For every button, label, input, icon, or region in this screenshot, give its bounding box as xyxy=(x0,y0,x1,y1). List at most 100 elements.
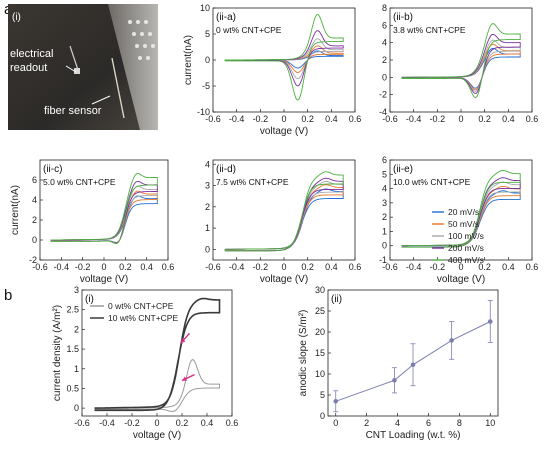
annotation-arrowhead xyxy=(182,376,187,381)
x-tick-label: -0.2 xyxy=(75,262,91,272)
x-tick-label: -0.6 xyxy=(32,262,48,272)
y-tick-label: 6 xyxy=(382,155,387,165)
y-tick-label: 8 xyxy=(382,3,387,13)
fiber-sensor-line xyxy=(111,57,125,119)
y-tick-label: 5 xyxy=(205,29,210,39)
x-tick-label: 0.6 xyxy=(349,114,362,124)
x-tick-label: 4 xyxy=(395,418,400,428)
x-tick-label: 6 xyxy=(426,418,431,428)
y-tick-label: 4 xyxy=(382,38,387,48)
y-tick-label: -10 xyxy=(197,107,210,117)
x-tick-label: 0.2 xyxy=(478,114,491,124)
y-tick-label: 2 xyxy=(382,55,387,65)
x-tick-label: -0.2 xyxy=(253,114,269,124)
panel-label: (ii) xyxy=(331,294,342,305)
y-tick-label: 1.5 xyxy=(66,344,79,354)
y-tick-label: 1 xyxy=(74,364,79,374)
x-tick-label: 0.2 xyxy=(119,262,132,272)
x-tick-label: -0.6 xyxy=(382,114,398,124)
x-tick-label: 0.4 xyxy=(325,114,338,124)
x-tick-label: -0.4 xyxy=(99,418,115,428)
y-tick-label: 3 xyxy=(205,181,210,191)
x-axis-label: voltage (V) xyxy=(260,274,308,285)
x-tick-label: -0.4 xyxy=(406,262,422,272)
x-tick-label: -0.2 xyxy=(253,262,269,272)
x-axis-label: voltage (V) xyxy=(437,274,485,285)
y-tick-label: 0 xyxy=(382,241,387,251)
x-tick-label: 0 xyxy=(281,262,286,272)
x-tick-label: 0 xyxy=(333,418,338,428)
x-axis-label: voltage (V) xyxy=(80,274,128,285)
chart-title: 5.0 wt% CNT+CPE xyxy=(43,177,116,187)
y-tick-label: -2 xyxy=(379,90,387,100)
photo-ruler xyxy=(108,4,158,130)
chart-b-i: -0.6 -0.4 -0.2 0 0.2 0.4 0.6 0 0.5 1 1.5 2 2.5 3 volta… xyxy=(52,285,238,441)
readout-wire xyxy=(69,45,79,71)
y-tick-label: 3 xyxy=(382,198,387,208)
y-tick-label: -2 xyxy=(29,255,37,265)
y-tick-label: 5 xyxy=(382,169,387,179)
photo-label: (i) xyxy=(12,12,21,23)
y-tick-label: 2 xyxy=(32,215,37,225)
legend-entry: 100 mV/s xyxy=(448,231,484,241)
chart-title: 10.0 wt% CNT+CPE xyxy=(393,177,471,187)
x-tick-label: 0.4 xyxy=(201,418,214,428)
chart-ii-b: -0.6 -0.4 -0.2 0 0.2 0.4 0.6 -4 -2 0 2 4 6 8 (ii-b) 3.8… xyxy=(379,3,538,124)
x-tick-label: 0.2 xyxy=(301,262,314,272)
x-tick-label: 0.6 xyxy=(349,262,362,272)
x-tick-label: 8 xyxy=(457,418,462,428)
ruler-holes xyxy=(128,20,155,60)
y-tick-label: 4 xyxy=(205,159,210,169)
y-tick-label: -1 xyxy=(379,255,387,265)
chart-title: 3.8 wt% CNT+CPE xyxy=(393,25,466,35)
y-tick-label: 0 xyxy=(382,72,387,82)
photo-annotation-readout-line2: readout xyxy=(10,62,47,74)
data-point xyxy=(449,338,454,343)
panel-label: (i) xyxy=(85,294,94,305)
x-tick-label: 0.2 xyxy=(478,262,491,272)
chart-ii-d: -0.6 -0.4 -0.2 0 0.2 0.4 0.6 0 1 2 3 4 voltage (V) (i… xyxy=(205,159,361,285)
x-tick-label: 0.6 xyxy=(526,114,539,124)
x-tick-label: 0.6 xyxy=(226,418,239,428)
data-point xyxy=(392,378,397,383)
x-tick-label: 10 xyxy=(485,418,495,428)
y-tick-label: 30 xyxy=(315,285,325,295)
x-tick-label: -0.4 xyxy=(54,262,70,272)
y-tick-label: 20 xyxy=(315,327,325,337)
panel-label: (ii-a) xyxy=(216,12,236,23)
y-tick-label: 2 xyxy=(205,202,210,212)
x-tick-label: -0.4 xyxy=(229,114,245,124)
y-tick-label: -4 xyxy=(379,107,387,117)
panel-letter-b: b xyxy=(4,287,12,304)
y-tick-label: 2 xyxy=(382,212,387,222)
x-tick-label: 0 xyxy=(154,418,159,428)
chart-ii-a: -0.6 -0.4 -0.2 0 0.2 0.4 0.6 -10 -5 0 5 10 voltage (… xyxy=(183,3,361,137)
y-tick-label: 3 xyxy=(74,285,79,295)
x-tick-label: 0 xyxy=(458,114,463,124)
cv-series-line xyxy=(224,13,344,101)
chart-ii-e: -0.6 -0.4 -0.2 0 0.2 0.4 0.6 -1 0 1 2 3 4 5 6 voltage (… xyxy=(379,155,538,285)
y-axis-label: current(nA) xyxy=(183,35,194,85)
chart-title: 0 wt% CNT+CPE xyxy=(216,25,282,35)
y-tick-label: 2 xyxy=(74,324,79,334)
y-tick-label: 10 xyxy=(315,369,325,379)
x-axis-label: CNT Loading (w.t. %) xyxy=(366,430,461,441)
y-tick-label: 5 xyxy=(320,390,325,400)
x-tick-label: 0.6 xyxy=(162,262,175,272)
plot-frame xyxy=(389,159,533,261)
x-tick-label: -0.4 xyxy=(229,262,245,272)
x-tick-label: 2 xyxy=(364,418,369,428)
legend-entry: 200 mV/s xyxy=(448,243,484,253)
x-tick-label: -0.2 xyxy=(124,418,140,428)
photo-annotation-readout-line1: electrical xyxy=(10,48,53,60)
readout-connector xyxy=(74,68,80,74)
cv-series-line xyxy=(50,173,158,245)
panel-label: (ii-c) xyxy=(43,164,62,175)
y-tick-label: 0 xyxy=(74,403,79,413)
y-tick-label: 6 xyxy=(382,20,387,30)
y-tick-label: 0.5 xyxy=(66,383,79,393)
plot-frame xyxy=(81,289,233,417)
y-axis-label: current density (A/m²) xyxy=(52,305,63,401)
x-tick-label: -0.2 xyxy=(430,114,446,124)
